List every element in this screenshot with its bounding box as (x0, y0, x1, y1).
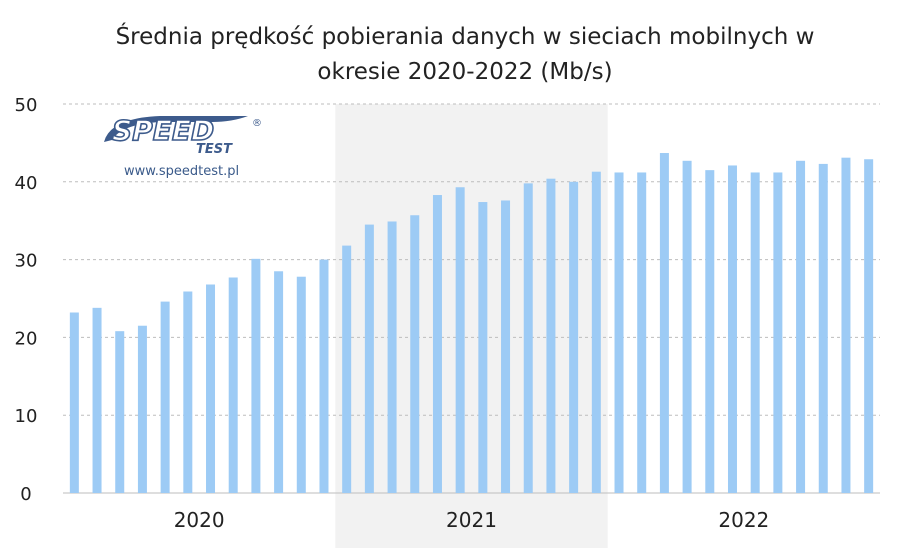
bar-16 (410, 215, 420, 493)
bar-20 (501, 200, 511, 494)
bar-33 (796, 160, 806, 493)
year-band-2021 (335, 104, 608, 548)
y-tick-label-0: 0 (20, 484, 31, 505)
bar-27 (659, 153, 669, 494)
bar-29 (705, 170, 715, 493)
bar-7 (206, 284, 216, 493)
chart-title-line-1: Średnia prędkość pobierania danych w sie… (116, 22, 815, 50)
year-label-2021: 2021 (446, 508, 497, 532)
y-tick-label-20: 20 (15, 328, 38, 349)
bar-19 (478, 202, 488, 493)
bar-15 (387, 221, 397, 493)
bar-25 (614, 172, 624, 494)
bar-9 (251, 258, 261, 493)
year-label-2020: 2020 (174, 508, 225, 532)
bar-14 (364, 224, 374, 493)
bar-24 (591, 171, 601, 493)
y-tick-label-10: 10 (15, 406, 38, 427)
logo-sub: TEST (196, 142, 233, 157)
bar-34 (818, 163, 828, 493)
bar-5 (160, 301, 170, 493)
year-label-2022: 2022 (718, 508, 769, 532)
bar-2 (92, 307, 102, 493)
bar-18 (455, 187, 465, 493)
bars (69, 153, 874, 494)
bar-26 (637, 172, 647, 494)
bar-1 (69, 312, 79, 493)
y-tick-label-40: 40 (15, 173, 38, 194)
speedtest-logo: SPEED TEST ® www.speedtest.pl (104, 113, 262, 179)
bar-11 (296, 276, 306, 493)
bar-35 (841, 157, 851, 493)
labels: Średnia prędkość pobierania danych w sie… (15, 22, 815, 532)
bar-8 (228, 277, 238, 493)
bar-36 (864, 159, 874, 493)
logo-url: www.speedtest.pl (124, 164, 239, 179)
year-shading (335, 104, 608, 548)
bar-6 (183, 291, 193, 493)
bar-22 (546, 178, 556, 494)
bar-23 (569, 181, 579, 494)
gridlines (63, 103, 880, 494)
bar-32 (773, 172, 783, 494)
bar-4 (137, 325, 147, 493)
y-tick-label-50: 50 (15, 95, 38, 116)
logo-brand: SPEED (112, 114, 214, 147)
bar-30 (727, 165, 737, 493)
registered-mark: ® (252, 118, 262, 129)
bar-12 (319, 259, 329, 493)
bar-31 (750, 172, 760, 494)
bar-21 (523, 183, 533, 493)
bar-3 (115, 331, 125, 493)
bar-17 (432, 195, 442, 493)
y-tick-label-30: 30 (15, 251, 38, 272)
bar-10 (274, 271, 284, 493)
logo-swoosh-icon (104, 116, 248, 142)
bar-28 (682, 160, 692, 493)
bar-13 (342, 245, 352, 493)
chart-title-line-2: okresie 2020-2022 (Mb/s) (317, 59, 612, 85)
